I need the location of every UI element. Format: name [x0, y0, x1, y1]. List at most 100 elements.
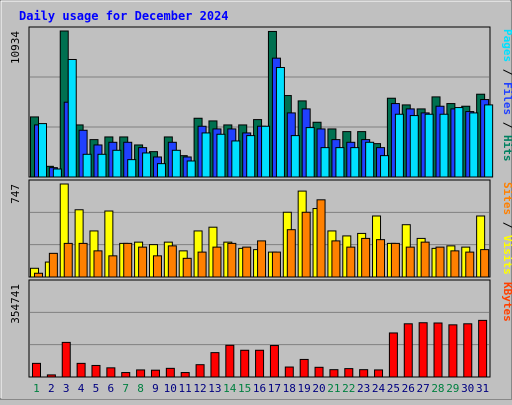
kbytes-bar-kbytes: [165, 367, 175, 378]
kbytes-bar-kbytes: [433, 322, 443, 378]
day-label: 8: [137, 382, 144, 395]
hits-bar-pages: [186, 160, 196, 178]
hits-bar-pages: [216, 133, 226, 178]
hits-bar-pages: [409, 115, 419, 178]
hits-bar-pages: [290, 135, 300, 178]
day-label: 19: [297, 382, 310, 395]
day-label: 10: [164, 382, 177, 395]
hits-bar-pages: [127, 159, 137, 178]
hits-bar-pages: [112, 149, 122, 178]
visits-max-label: 747: [9, 184, 22, 204]
hits-bar-pages: [394, 113, 404, 178]
visits-bar-sites: [108, 255, 118, 278]
kbytes-bar-kbytes: [388, 332, 398, 378]
kbytes-bar-kbytes: [284, 366, 294, 378]
visits-bar-sites: [376, 239, 386, 278]
kbytes-bar-kbytes: [329, 369, 339, 378]
day-label: 31: [476, 382, 489, 395]
visits-legend-entry: Visits: [501, 235, 512, 275]
hits-bar-pages: [231, 140, 241, 178]
visits-bar-sites: [450, 250, 460, 278]
visits-bar-sites: [34, 272, 43, 278]
visits-bar-sites: [301, 211, 311, 278]
kbytes-bar-kbytes: [46, 374, 56, 378]
kbytes-bar-kbytes: [344, 368, 354, 378]
hits-bar-pages: [38, 123, 47, 178]
visits-bar-sites: [227, 242, 237, 278]
kbytes-bar-kbytes: [180, 372, 190, 378]
visits-bar-sites: [420, 241, 430, 278]
visits-bar-sites: [93, 250, 103, 278]
kbytes-bar-kbytes: [269, 345, 279, 378]
kbytes-bar-kbytes: [32, 362, 41, 378]
visits-bar-sites: [465, 251, 475, 278]
day-label: 18: [283, 382, 296, 395]
visits-bar-sites: [167, 245, 177, 278]
hits-bar-pages: [97, 153, 107, 178]
visits-bar-sites: [271, 251, 281, 278]
day-label: 23: [357, 382, 370, 395]
visits-bar-sites: [152, 255, 162, 278]
hits-bar-pages: [350, 147, 360, 178]
hits-bar-pages: [261, 125, 271, 178]
hits-legend-entry: /: [501, 115, 512, 135]
day-label: 2: [48, 382, 55, 395]
kbytes-bar-kbytes: [478, 319, 488, 378]
hits-bar-pages: [275, 67, 285, 178]
kbytes-bar-kbytes: [61, 341, 71, 378]
day-label: 4: [78, 382, 85, 395]
visits-bar-sites: [286, 229, 296, 278]
hits-bar-pages: [305, 127, 315, 178]
day-label: 30: [461, 382, 474, 395]
day-label: 7: [122, 382, 129, 395]
hits-bar-pages: [52, 168, 62, 178]
kbytes-bar-kbytes: [314, 366, 324, 378]
hits-legend-entry: Pages: [501, 29, 512, 62]
hits-bar-pages: [439, 113, 449, 178]
visits-bar-sites: [63, 242, 73, 278]
day-label: 3: [63, 382, 70, 395]
day-label: 13: [208, 382, 221, 395]
visits-bar-sites: [346, 246, 356, 278]
visits-legend: Sites / Visits: [501, 182, 512, 275]
visits-bar-sites: [316, 199, 326, 278]
hits-bar-pages: [469, 112, 479, 178]
visits-bar-sites: [257, 240, 267, 278]
visits-bar-sites: [405, 246, 415, 278]
visits-bar-sites: [123, 242, 133, 278]
day-label: 27: [416, 382, 429, 395]
hits-bar-pages: [142, 152, 152, 178]
visits-bar-sites: [480, 249, 490, 278]
hits-bar-pages: [201, 132, 211, 178]
day-label: 11: [179, 382, 192, 395]
kbytes-max-label: 354741: [9, 284, 22, 324]
hits-bar-pages: [320, 147, 330, 178]
kbytes-bar-kbytes: [210, 352, 220, 378]
day-label: 20: [312, 382, 325, 395]
kbytes-bar-kbytes: [403, 323, 413, 378]
hits-max-label: 10934: [9, 31, 22, 64]
kbytes-bar-kbytes: [150, 369, 160, 378]
day-label: 14: [223, 382, 237, 395]
day-label: 1: [33, 382, 40, 395]
visits-bar-sites: [78, 242, 88, 278]
kbytes-bar-kbytes: [121, 372, 131, 378]
kbytes-bar-kbytes: [106, 367, 116, 378]
visits-legend-entry: Sites: [501, 182, 512, 215]
kbytes-bar-kbytes: [136, 369, 146, 378]
kbytes-legend: KBytes: [501, 282, 512, 322]
hits-bar-pages: [380, 155, 390, 178]
visits-bar-sites: [48, 252, 58, 278]
day-label: 16: [253, 382, 266, 395]
hits-bar-pages: [484, 104, 494, 178]
kbytes-bar-kbytes: [418, 322, 428, 378]
hits-bar-pages: [67, 58, 77, 178]
kbytes-legend-entry: KBytes: [501, 282, 512, 322]
visits-bar-sites: [361, 237, 371, 278]
hits-legend-entry: /: [501, 62, 512, 82]
hits-bar-pages: [156, 163, 166, 178]
kbytes-bar-kbytes: [240, 349, 250, 378]
kbytes-bar-kbytes: [359, 369, 369, 378]
